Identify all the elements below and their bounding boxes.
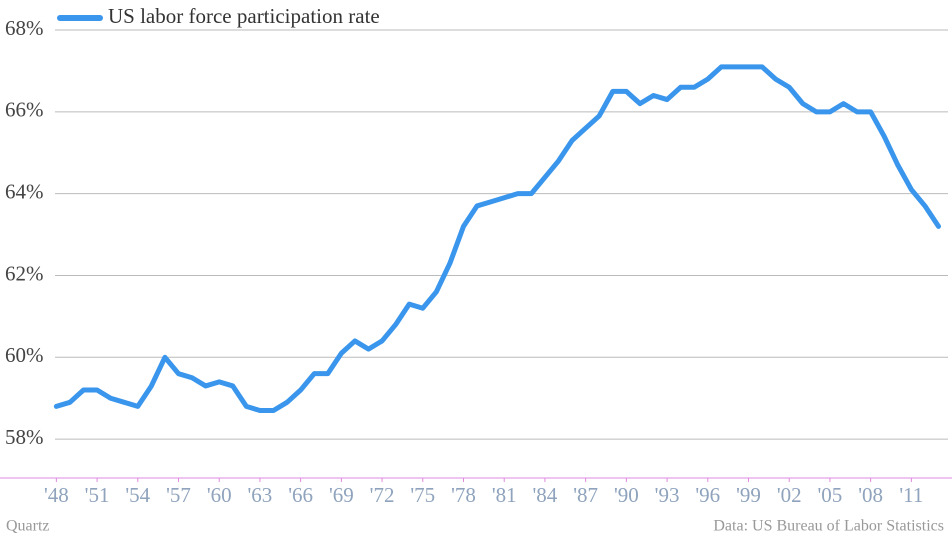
x-tick-label: '96 [695, 483, 720, 507]
x-tick-label: '93 [655, 483, 680, 507]
y-tick-label: 66% [5, 98, 44, 122]
x-tick-label: '05 [818, 483, 843, 507]
x-tick-label: '08 [858, 483, 883, 507]
data-line [53, 64, 941, 413]
x-tick-label: '75 [410, 483, 435, 507]
x-tick-label: '99 [736, 483, 761, 507]
x-tick-label: '48 [44, 483, 69, 507]
y-tick-label: 58% [5, 425, 44, 449]
x-tick-label: '11 [899, 483, 923, 507]
x-tick-label: '72 [370, 483, 395, 507]
credit: Quartz [6, 518, 50, 535]
x-tick-label: '78 [451, 483, 476, 507]
x-tick-label: '60 [207, 483, 232, 507]
y-tick-label: 68% [5, 16, 44, 40]
x-tick-label: '66 [288, 483, 313, 507]
x-tick-label: '54 [125, 483, 150, 507]
legend-label: US labor force participation rate [108, 4, 380, 28]
y-tick-label: 60% [5, 343, 44, 367]
y-tick-label: 64% [5, 179, 44, 203]
x-tick-label: '69 [329, 483, 354, 507]
x-tick-label: '02 [777, 483, 802, 507]
x-tick-label: '90 [614, 483, 639, 507]
x-tick-label: '84 [533, 483, 558, 507]
x-tick-label: '57 [166, 483, 191, 507]
x-tick-label: '81 [492, 483, 517, 507]
y-tick-label: 62% [5, 261, 44, 285]
x-tick-label: '51 [85, 483, 110, 507]
x-tick-label: '87 [573, 483, 598, 507]
source: Data: US Bureau of Labor Statistics [713, 518, 944, 535]
x-tick-label: '63 [248, 483, 273, 507]
